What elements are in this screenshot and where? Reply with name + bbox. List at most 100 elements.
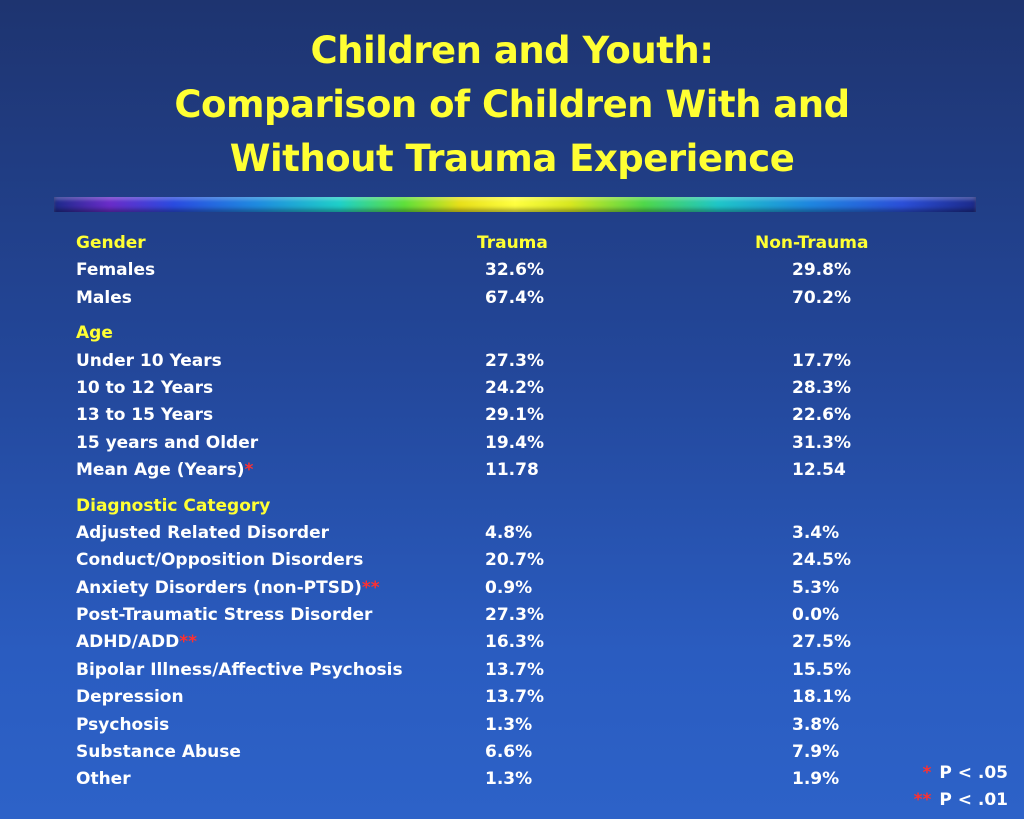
trauma-value: 20.7%	[485, 550, 544, 571]
row-label-text: Depression	[76, 687, 184, 708]
trauma-value: 4.8%	[485, 522, 533, 543]
age-heading: Age	[76, 323, 113, 344]
row-label-text: Anxiety Disorders (non-PTSD)	[76, 577, 362, 598]
significance-marker: *	[244, 460, 254, 481]
row-label: Post-Traumatic Stress Disorder	[76, 602, 372, 629]
row-label-text: 15 years and Older	[76, 432, 259, 453]
row-label: 10 to 12 Years	[76, 375, 213, 402]
row-label-text: Other	[76, 769, 131, 790]
trauma-value: 16.3%	[485, 632, 544, 653]
trauma-value: 19.4%	[485, 432, 544, 453]
diagnostic-section: Adjusted Related Disorder 4.8% 3.4% Conduct…	[76, 520, 976, 794]
row-label: Psychosis	[76, 712, 169, 739]
non-trauma-column-header: Non-Trauma	[755, 233, 869, 253]
trauma-value: 0.9%	[485, 577, 533, 598]
row-label: Under 10 Years	[76, 348, 222, 375]
trauma-value: 67.4%	[485, 287, 544, 308]
legend-marker: *	[922, 763, 932, 783]
table-row: Adjusted Related Disorder 4.8% 3.4%	[76, 520, 976, 547]
trauma-value: 13.7%	[485, 687, 544, 708]
row-label-text: Conduct/Opposition Disorders	[76, 550, 364, 571]
non-trauma-value: 17.7%	[792, 350, 851, 371]
table-row: Females 32.6% 29.8%	[76, 257, 976, 284]
trauma-column-header: Trauma	[477, 233, 548, 253]
trauma-value: 6.6%	[485, 742, 533, 763]
non-trauma-value: 1.9%	[792, 769, 840, 790]
table-row: Post-Traumatic Stress Disorder 27.3% 0.0%	[76, 602, 976, 629]
non-trauma-value: 3.8%	[792, 714, 840, 735]
rainbow-divider	[54, 197, 976, 212]
gender-heading: Gender	[76, 233, 146, 253]
table-row: Psychosis 1.3% 3.8%	[76, 712, 976, 739]
non-trauma-value: 3.4%	[792, 522, 840, 543]
row-label: Conduct/Opposition Disorders	[76, 547, 363, 574]
table-row: Mean Age (Years)* 11.78 12.54	[76, 457, 976, 484]
diagnostic-heading-row: Diagnostic Category	[76, 493, 976, 520]
non-trauma-value: 27.5%	[792, 632, 851, 653]
row-label: Anxiety Disorders (non-PTSD)**	[76, 575, 380, 602]
row-label-text: Bipolar Illness/Affective Psychosis	[76, 659, 403, 680]
gender-section: Females 32.6% 29.8% Males 67.4% 70.2%	[76, 257, 976, 312]
legend-marker: **	[913, 790, 932, 810]
row-label-text: ADHD/ADD	[76, 632, 180, 653]
row-label: Depression	[76, 684, 184, 711]
legend-text: P < .05	[939, 763, 1008, 783]
non-trauma-value: 12.54	[792, 460, 846, 481]
table-row: Anxiety Disorders (non-PTSD)** 0.9% 5.3%	[76, 575, 976, 602]
trauma-value: 27.3%	[485, 605, 544, 626]
slide-title: Children and Youth: Comparison of Childr…	[0, 24, 1024, 186]
row-label: Bipolar Illness/Affective Psychosis	[76, 657, 403, 684]
table-header-row: Gender Trauma Non-Trauma	[76, 230, 976, 257]
table-row: 13 to 15 Years 29.1% 22.6%	[76, 402, 976, 429]
row-label: Males	[76, 285, 132, 312]
non-trauma-value: 0.0%	[792, 605, 840, 626]
non-trauma-value: 28.3%	[792, 377, 851, 398]
row-label: 13 to 15 Years	[76, 402, 213, 429]
significance-legend: * P < .05 ** P < .01	[914, 760, 1008, 814]
diagnostic-heading: Diagnostic Category	[76, 495, 271, 516]
table-row: Other 1.3% 1.9%	[76, 766, 976, 793]
table-row: Under 10 Years 27.3% 17.7%	[76, 348, 976, 375]
title-line-3: Without Trauma Experience	[229, 137, 795, 180]
trauma-value: 13.7%	[485, 659, 544, 680]
table-row: Males 67.4% 70.2%	[76, 285, 976, 312]
trauma-value: 27.3%	[485, 350, 544, 371]
row-label-text: Mean Age (Years)	[76, 460, 245, 481]
row-label-text: 10 to 12 Years	[76, 377, 214, 398]
trauma-value: 32.6%	[485, 260, 544, 281]
non-trauma-value: 70.2%	[792, 287, 851, 308]
title-line-1: Children and Youth:	[310, 29, 714, 72]
table-row: ADHD/ADD** 16.3% 27.5%	[76, 629, 976, 656]
non-trauma-value: 22.6%	[792, 405, 851, 426]
row-label: Other	[76, 766, 131, 793]
non-trauma-value: 5.3%	[792, 577, 840, 598]
significance-marker: **	[361, 577, 380, 598]
title-line-2: Comparison of Children With and	[174, 83, 850, 126]
significance-marker: **	[179, 632, 197, 653]
table-row: Depression 13.7% 18.1%	[76, 684, 976, 711]
table-row: Substance Abuse 6.6% 7.9%	[76, 739, 976, 766]
trauma-value: 1.3%	[485, 769, 533, 790]
trauma-value: 24.2%	[485, 377, 544, 398]
trauma-value: 29.1%	[485, 405, 544, 426]
trauma-value: 11.78	[485, 460, 539, 481]
comparison-table: Gender Trauma Non-Trauma Females 32.6% 29.…	[76, 230, 976, 794]
table-row: Conduct/Opposition Disorders 20.7% 24.5%	[76, 547, 976, 574]
non-trauma-value: 7.9%	[792, 742, 840, 763]
table-row: Bipolar Illness/Affective Psychosis 13.7%…	[76, 657, 976, 684]
row-label-text: Post-Traumatic Stress Disorder	[76, 605, 373, 626]
row-label: Females	[76, 257, 155, 284]
non-trauma-value: 15.5%	[792, 659, 851, 680]
age-section: Under 10 Years 27.3% 17.7% 10 to 12 Years 24…	[76, 348, 976, 485]
trauma-value: 1.3%	[485, 714, 533, 735]
row-label-text: 13 to 15 Years	[76, 405, 214, 426]
age-heading-row: Age	[76, 320, 976, 347]
row-label-text: Under 10 Years	[76, 350, 222, 371]
row-label-text: Males	[76, 287, 132, 308]
non-trauma-value: 29.8%	[792, 260, 851, 281]
row-label-text: Females	[76, 260, 156, 281]
non-trauma-value: 18.1%	[792, 687, 851, 708]
row-label: 15 years and Older	[76, 430, 258, 457]
row-label-text: Psychosis	[76, 714, 170, 735]
row-label: Substance Abuse	[76, 739, 241, 766]
